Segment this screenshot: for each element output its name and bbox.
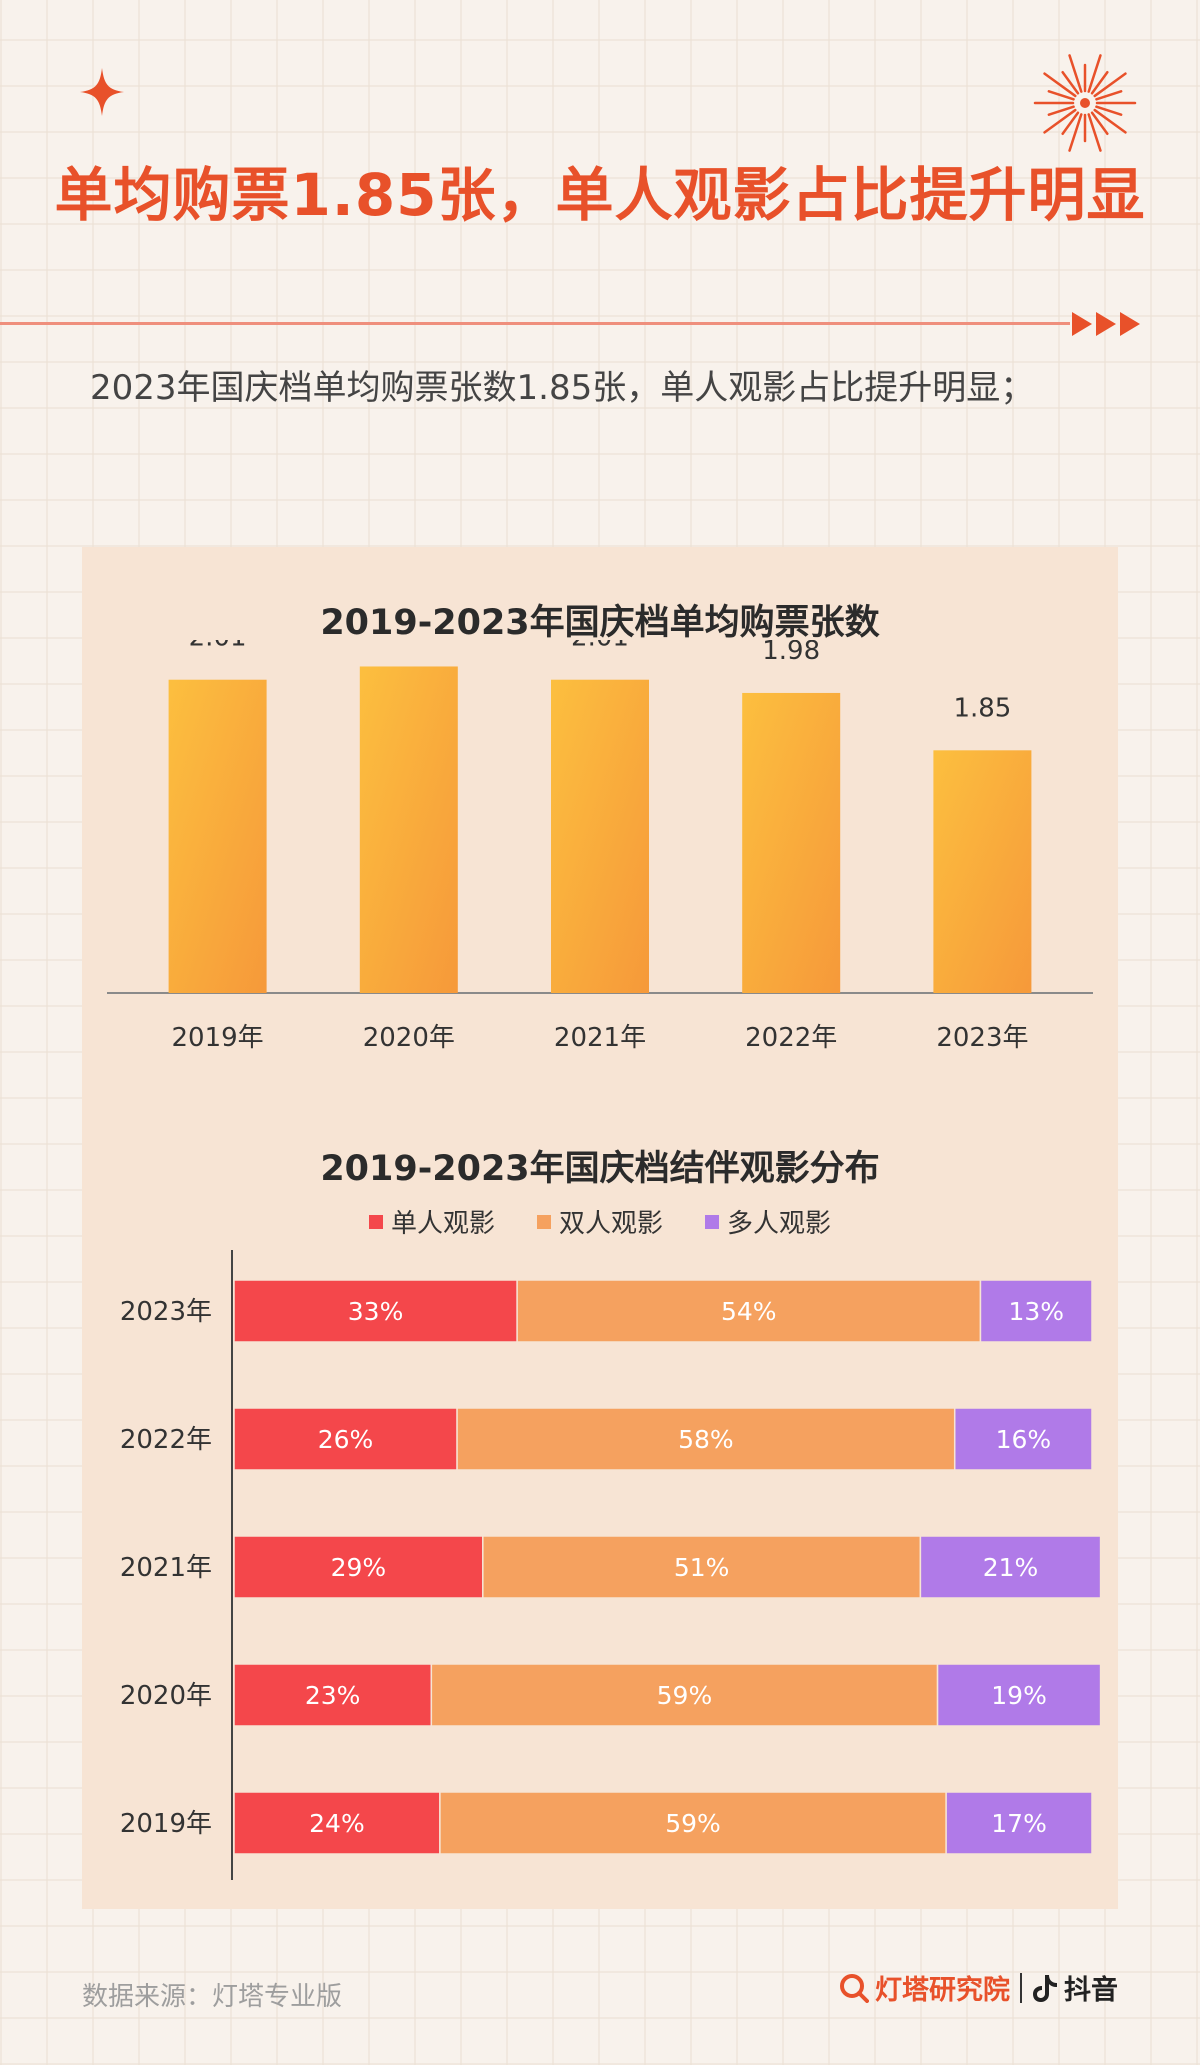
firework-ray [1090, 111, 1109, 135]
segment-多人观影 [936, 1663, 1102, 1727]
segment-value-label: 13% [1008, 1297, 1064, 1326]
segment-value-label: 16% [996, 1425, 1052, 1454]
x-tick-label: 2019年 [172, 1023, 264, 1053]
firework-ray [1095, 105, 1123, 116]
y-tick-label: 2021年 [120, 1553, 212, 1583]
legend-item-pair: 双人观影 [536, 1203, 663, 1240]
firework-ray [1061, 111, 1080, 135]
stack-chart-legend: 单人观影 双人观影 多人观影 [82, 1203, 1118, 1240]
bar-value-label: 2.01 [571, 640, 629, 653]
segment-双人观影 [482, 1535, 922, 1599]
segment-单人观影 [233, 1663, 433, 1727]
firework-ray [1068, 54, 1083, 93]
segment-多人观影 [953, 1407, 1093, 1471]
bar-value-label: 1.98 [762, 640, 820, 666]
stack-chart-title: 2019-2023年国庆档结伴观影分布 [320, 1149, 880, 1189]
segment-双人观影 [439, 1791, 947, 1855]
triple-chevron-right-icon [1072, 312, 1140, 336]
y-tick-label: 2023年 [120, 1297, 212, 1327]
firework-icon [1033, 54, 1137, 152]
legend-swatch-pair [536, 1214, 551, 1229]
bar-2020年 [359, 666, 458, 993]
segment-value-label: 59% [665, 1809, 721, 1838]
firework-ray [1047, 105, 1075, 116]
segment-单人观影 [233, 1535, 484, 1599]
brand-secondary: 抖音 [1032, 1968, 1118, 2007]
bar-2019年 [168, 679, 267, 993]
segment-单人观影 [233, 1407, 458, 1471]
segment-value-label: 17% [991, 1809, 1047, 1838]
companion-distribution-stacked-chart: 2023年 33% 54% 13% 2022年 26% 58% 16% 2021年 29% 51% 2… [120, 1250, 1102, 1880]
segment-value-label: 54% [721, 1297, 777, 1326]
segment-单人观影 [233, 1279, 518, 1343]
segment-单人观影 [233, 1791, 441, 1855]
firework-ray [1095, 90, 1123, 101]
segment-双人观影 [430, 1663, 939, 1727]
bar-2023年 [933, 750, 1032, 993]
brand-secondary-label: 抖音 [1064, 1975, 1118, 2006]
page-headline: 单均购票1.85张，单人观影占比提升明显 [54, 161, 1146, 229]
segment-value-label: 19% [991, 1681, 1047, 1710]
segment-value-label: 33% [348, 1297, 404, 1326]
header-divider [0, 322, 1070, 325]
x-tick-label: 2022年 [745, 1023, 837, 1053]
brand-primary-label: 灯塔研究院 [875, 1975, 1010, 2006]
firework-ray [1047, 90, 1075, 101]
firework-ray [1043, 72, 1077, 98]
legend-swatch-group [705, 1214, 719, 1229]
y-tick-label: 2019年 [120, 1809, 212, 1839]
segment-value-label: 21% [983, 1553, 1039, 1582]
brand-separator [1020, 1972, 1022, 2003]
legend-item-group: 多人观影 [705, 1203, 831, 1240]
legend-swatch-solo [368, 1214, 383, 1229]
firework-ray [1061, 71, 1080, 95]
bar-chart-title: 2019-2023年国庆档单均购票张数 [320, 603, 880, 643]
bar-2022年 [742, 692, 841, 993]
bar-value-label: 2.01 [189, 640, 247, 653]
y-tick-label: 2020年 [120, 1681, 212, 1711]
legend-label-pair: 双人观影 [558, 1209, 663, 1239]
segment-value-label: 26% [318, 1425, 374, 1454]
x-tick-label: 2023年 [936, 1023, 1028, 1053]
ticket-per-order-bar-chart: 2.012019年2.042020年2.012021年1.982022年1.85… [107, 640, 1093, 1053]
legend-label-solo: 单人观影 [390, 1209, 495, 1239]
segment-value-label: 59% [657, 1681, 713, 1710]
segment-多人观影 [945, 1791, 1093, 1855]
brand-primary: 灯塔研究院 [839, 1968, 1010, 2007]
sparkle-icon [80, 68, 124, 116]
firework-ray [1093, 72, 1127, 98]
firework-ray [1043, 108, 1077, 134]
firework-ray [1093, 108, 1127, 134]
segment-value-label: 24% [309, 1809, 365, 1838]
firework-core [1080, 98, 1090, 108]
segment-双人观影 [516, 1279, 982, 1343]
firework-ray [1087, 54, 1102, 93]
page-subtitle: 2023年国庆档单均购票张数1.85张，单人观影占比提升明显； [90, 368, 1035, 408]
y-tick-label: 2022年 [120, 1425, 212, 1455]
segment-value-label: 58% [678, 1425, 734, 1454]
x-tick-label: 2020年 [363, 1023, 455, 1053]
firework-ray [1087, 113, 1102, 152]
firework-ray [1090, 71, 1109, 95]
segment-value-label: 51% [674, 1553, 730, 1582]
segment-多人观影 [919, 1535, 1102, 1599]
bar-value-label: 1.85 [953, 693, 1011, 723]
lighthouse-search-icon [840, 1973, 869, 2003]
x-tick-label: 2021年 [554, 1023, 646, 1053]
footer-brand: 灯塔研究院 抖音 [839, 1968, 1118, 2007]
segment-value-label: 23% [305, 1681, 361, 1710]
firework-ray [1068, 113, 1083, 152]
legend-item-solo: 单人观影 [368, 1203, 495, 1240]
segment-value-label: 29% [331, 1553, 387, 1582]
data-source-note: 数据来源：灯塔专业版 [82, 1982, 343, 2012]
tiktok-note-icon [1033, 1974, 1057, 2002]
bar-2021年 [551, 679, 649, 993]
legend-label-group: 多人观影 [727, 1209, 832, 1239]
segment-多人观影 [979, 1279, 1093, 1343]
